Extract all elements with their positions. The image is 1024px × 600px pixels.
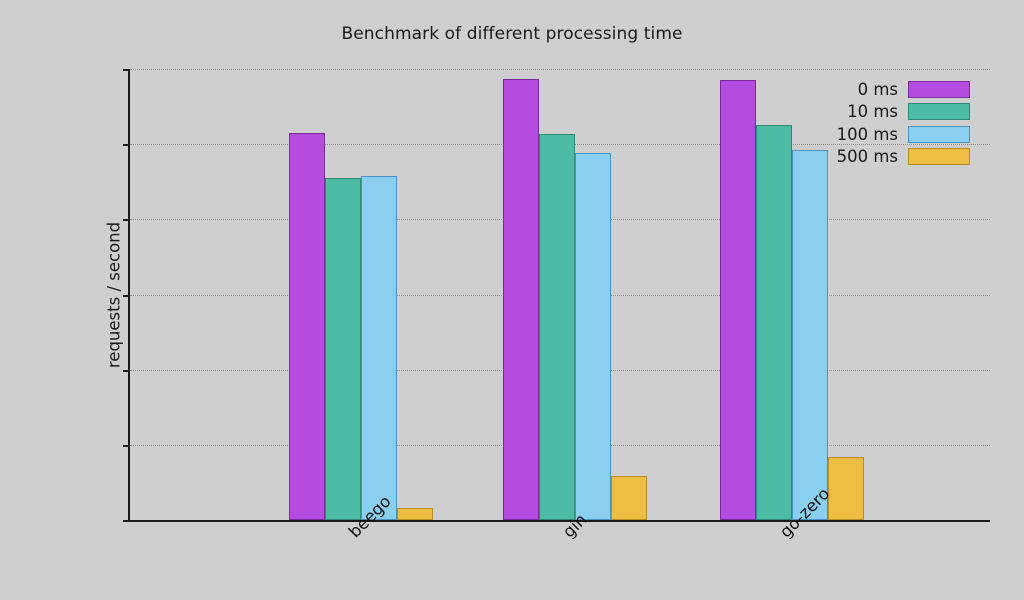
plot-area: requests / second: [105, 69, 990, 522]
legend-swatch: [908, 103, 970, 121]
y-axis-tick: [123, 294, 130, 297]
legend-label: 10 ms: [847, 102, 898, 122]
y-axis-tick: [123, 444, 130, 447]
legend-item[interactable]: 100 ms: [806, 123, 970, 146]
chart-legend: 0 ms 10 ms 100 ms 500 ms: [806, 78, 970, 168]
y-axis-title: requests / second: [104, 221, 124, 368]
bar-beego-0ms: [289, 132, 325, 520]
legend-swatch: [908, 80, 970, 98]
legend-item[interactable]: 0 ms: [806, 78, 970, 101]
legend-swatch: [908, 148, 970, 166]
bar-go-zero-500ms: [828, 456, 864, 520]
bar-gin-10ms: [539, 133, 575, 520]
legend-label: 500 ms: [836, 147, 898, 167]
plot-inner: [130, 69, 990, 520]
bar-go-zero-0ms: [720, 79, 756, 520]
bar-beego-10ms: [325, 178, 361, 520]
bar-gin-0ms: [503, 78, 539, 520]
y-axis-tick: [123, 219, 130, 222]
chart-title: Benchmark of different processing time: [341, 24, 683, 44]
y-axis-tick: [123, 69, 130, 71]
legend-swatch: [908, 125, 970, 143]
legend-label: 0 ms: [857, 79, 898, 99]
y-axis-tick: [123, 369, 130, 372]
y-axis-tick: [123, 520, 130, 522]
gridline: [130, 69, 990, 70]
legend-item[interactable]: 500 ms: [806, 146, 970, 169]
bar-beego-500ms: [397, 507, 433, 520]
bar-beego-100ms: [361, 175, 397, 520]
bar-go-zero-100ms: [792, 150, 828, 520]
legend-label: 100 ms: [836, 124, 898, 144]
bar-gin-500ms: [611, 476, 647, 520]
bar-gin-100ms: [575, 153, 611, 520]
bar-go-zero-10ms: [756, 124, 792, 520]
legend-item[interactable]: 10 ms: [806, 101, 970, 124]
y-axis-tick: [123, 144, 130, 147]
